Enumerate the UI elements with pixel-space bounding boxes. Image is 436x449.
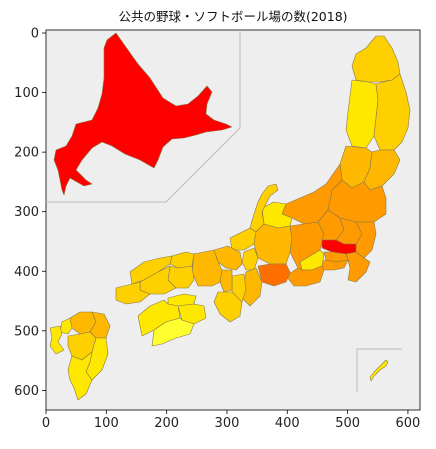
region-wakayama[interactable] — [213, 291, 243, 323]
y-axis: 0 100 200 300 400 500 600 — [14, 27, 46, 399]
chart-title: 公共の野球・ソフトボール場の数(2018) — [118, 9, 347, 24]
region-yamaguchi[interactable] — [115, 281, 151, 305]
y-tick-label: 100 — [14, 86, 39, 101]
region-hyogo[interactable] — [191, 249, 223, 287]
region-kanagawa[interactable] — [319, 259, 349, 271]
region-ehime[interactable] — [137, 299, 181, 337]
region-gifu[interactable] — [253, 223, 293, 265]
x-tick-label: 200 — [154, 416, 179, 431]
hokkaido-inset-frame — [46, 30, 241, 203]
y-tick-label: 300 — [14, 205, 39, 220]
region-kochi[interactable] — [151, 317, 195, 347]
okinawa-inset-frame — [356, 348, 402, 392]
x-tick-label: 400 — [275, 416, 300, 431]
y-tick-label: 400 — [14, 265, 39, 280]
region-nagasaki[interactable] — [49, 325, 65, 355]
region-kyoto[interactable] — [213, 245, 243, 271]
region-hokkaido[interactable] — [53, 32, 233, 196]
region-iwate[interactable] — [373, 73, 411, 151]
y-tick-label: 600 — [14, 384, 39, 399]
prefecture-layer — [49, 32, 411, 401]
region-aichi[interactable] — [257, 263, 291, 287]
plot-area — [45, 29, 421, 411]
x-tick-label: 100 — [94, 416, 119, 431]
region-ishikawa[interactable] — [249, 183, 279, 233]
region-okinawa[interactable] — [369, 359, 389, 382]
region-chiba[interactable] — [345, 251, 371, 283]
x-tick-label: 600 — [396, 416, 421, 431]
region-miyagi[interactable] — [363, 149, 401, 191]
x-tick-label: 0 — [42, 416, 50, 431]
y-tick-label: 500 — [14, 324, 39, 339]
y-tick-label: 200 — [14, 146, 39, 161]
region-akita[interactable] — [345, 79, 379, 149]
region-shizuoka[interactable] — [285, 265, 325, 287]
x-tick-label: 300 — [215, 416, 240, 431]
region-kagoshima[interactable] — [67, 351, 93, 401]
x-axis: 0 100 200 300 400 500 600 — [42, 410, 420, 431]
y-tick-label: 0 — [31, 27, 39, 42]
region-shimane[interactable] — [129, 255, 173, 285]
x-tick-label: 500 — [335, 416, 360, 431]
